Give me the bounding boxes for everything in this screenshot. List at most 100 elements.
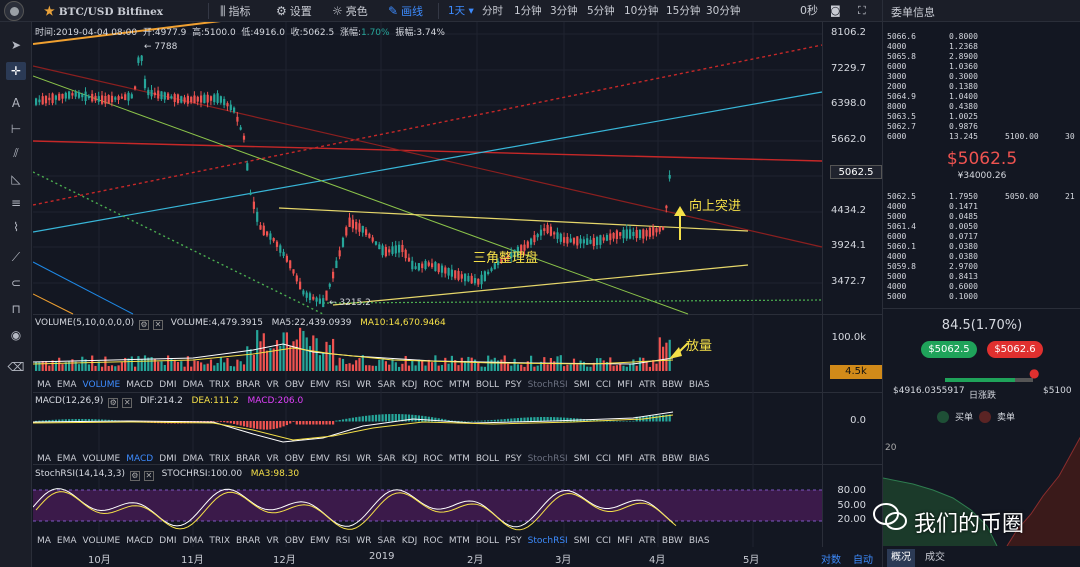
indicator-tab-brar[interactable]: BRAR	[236, 380, 261, 390]
timeframe-15m[interactable]: 15分钟	[666, 5, 701, 17]
settings-icon[interactable]: ⚙	[138, 320, 149, 330]
indicator-tab-mfi[interactable]: MFI	[617, 380, 633, 390]
indicator-tab-dmi[interactable]: DMI	[159, 536, 177, 546]
camera-icon[interactable]: ◙	[830, 4, 841, 17]
cursor-icon[interactable]: ➤	[10, 38, 22, 52]
close-icon[interactable]: ✕	[143, 471, 154, 481]
indicator-tab-emv[interactable]: EMV	[310, 380, 330, 390]
indicator-tab-smi[interactable]: SMI	[573, 536, 590, 546]
indicator-tab-wr[interactable]: WR	[356, 380, 372, 390]
indicator-tab-brar[interactable]: BRAR	[236, 536, 261, 546]
indicator-tab-bbw[interactable]: BBW	[661, 380, 683, 390]
settings-icon[interactable]: ⚙	[129, 471, 140, 481]
channel-tool-icon[interactable]: ≡	[10, 196, 22, 210]
indicator-tab-roc[interactable]: ROC	[423, 380, 443, 390]
indicator-tab-rsi[interactable]: RSI	[335, 536, 351, 546]
indicator-tab-dma[interactable]: DMA	[182, 454, 204, 464]
indicator-tab-roc[interactable]: ROC	[423, 536, 443, 546]
indicator-tab-trix[interactable]: TRIX	[209, 536, 230, 546]
indicator-tab-dmi[interactable]: DMI	[159, 454, 177, 464]
indicator-tab-trix[interactable]: TRIX	[209, 380, 230, 390]
auto-scale-toggle[interactable]: 自动	[853, 555, 873, 566]
timeframe-1m[interactable]: 1分钟	[514, 5, 542, 17]
fullscreen-icon[interactable]: ⛶	[858, 4, 866, 17]
indicator-tab-macd[interactable]: MACD	[126, 536, 154, 546]
indicator-tab-cci[interactable]: CCI	[595, 454, 612, 464]
indicator-tab-bbw[interactable]: BBW	[661, 536, 683, 546]
timeframe-tick[interactable]: 分时	[482, 5, 503, 17]
indicator-tab-brar[interactable]: BRAR	[236, 454, 261, 464]
indicator-tab-macd[interactable]: MACD	[126, 454, 154, 464]
indicator-tab-emv[interactable]: EMV	[310, 454, 330, 464]
indicator-tab-obv[interactable]: OBV	[284, 454, 305, 464]
indicator-tab-sar[interactable]: SAR	[377, 380, 396, 390]
indicator-tab-atr[interactable]: ATR	[638, 454, 656, 464]
fib-tool-icon[interactable]: ⫽	[13, 146, 19, 160]
indicator-tab-mfi[interactable]: MFI	[617, 536, 633, 546]
buy-price-button[interactable]: $5062.5	[921, 341, 977, 358]
indicator-tab-boll[interactable]: BOLL	[475, 380, 500, 390]
indicator-tab-ema[interactable]: EMA	[56, 454, 77, 464]
indicator-tab-bias[interactable]: BIAS	[688, 454, 710, 464]
indicators-button[interactable]: ⫼ 指标	[220, 4, 251, 18]
indicator-tab-cci[interactable]: CCI	[595, 536, 612, 546]
indicator-tab-volume[interactable]: VOLUME	[82, 380, 121, 390]
timeframe-30m[interactable]: 30分钟	[706, 5, 741, 17]
indicator-tab-volume[interactable]: VOLUME	[82, 454, 121, 464]
sell-price-button[interactable]: $5062.6	[987, 341, 1043, 358]
settings-icon[interactable]: ⚙	[108, 398, 119, 408]
log-scale-toggle[interactable]: 对数	[821, 555, 841, 566]
indicator-tab-vr[interactable]: VR	[266, 536, 279, 546]
indicator-tab-stochrsi[interactable]: StochRSI	[527, 454, 568, 464]
indicator-tab-bias[interactable]: BIAS	[688, 536, 710, 546]
horizontal-line-icon[interactable]: ⊢	[10, 122, 22, 136]
timeframe-5m[interactable]: 5分钟	[587, 5, 615, 17]
indicator-tab-kdj[interactable]: KDJ	[401, 380, 418, 390]
indicator-tab-wr[interactable]: WR	[356, 454, 372, 464]
indicator-tab-volume[interactable]: VOLUME	[82, 536, 121, 546]
tab-trades[interactable]: 成交	[925, 552, 945, 563]
indicator-tab-stochrsi[interactable]: StochRSI	[527, 380, 568, 390]
indicator-tab-smi[interactable]: SMI	[573, 380, 590, 390]
indicator-tab-ma[interactable]: MA	[37, 380, 51, 390]
indicator-tab-cci[interactable]: CCI	[595, 380, 612, 390]
indicator-tab-wr[interactable]: WR	[356, 536, 372, 546]
indicator-tab-sar[interactable]: SAR	[377, 536, 396, 546]
indicator-tab-psy[interactable]: PSY	[505, 536, 522, 546]
indicator-tab-mfi[interactable]: MFI	[617, 454, 633, 464]
ruler-icon[interactable]: ⟋	[11, 250, 21, 264]
eye-icon[interactable]: ◉	[10, 328, 22, 342]
indicator-tab-bias[interactable]: BIAS	[688, 380, 710, 390]
pattern-tool-icon[interactable]: ⌇	[13, 220, 19, 234]
triangle-tool-icon[interactable]: ◺	[11, 172, 21, 186]
settings-button[interactable]: ⚙ 设置	[276, 4, 312, 18]
indicator-tab-ema[interactable]: EMA	[56, 380, 77, 390]
indicator-tab-obv[interactable]: OBV	[284, 380, 305, 390]
indicator-tab-rsi[interactable]: RSI	[335, 380, 351, 390]
favorite-star-icon[interactable]: ★	[44, 4, 55, 18]
symbol-selector[interactable]: ★ BTC/USD Bitfinex	[44, 3, 163, 19]
app-logo-icon[interactable]	[4, 1, 24, 21]
indicator-tab-psy[interactable]: PSY	[505, 454, 522, 464]
close-icon[interactable]: ✕	[122, 398, 133, 408]
chart-canvas[interactable]	[33, 22, 882, 567]
indicator-tab-vr[interactable]: VR	[266, 380, 279, 390]
indicator-tab-mtm[interactable]: MTM	[448, 454, 470, 464]
draw-button[interactable]: ✎ 画线	[388, 4, 424, 18]
indicator-tab-obv[interactable]: OBV	[284, 536, 305, 546]
theme-toggle-button[interactable]: ☼ 亮色	[332, 4, 368, 18]
indicator-tab-stochrsi[interactable]: StochRSI	[527, 536, 568, 546]
tab-overview[interactable]: 概况	[887, 549, 915, 567]
indicator-tab-smi[interactable]: SMI	[573, 454, 590, 464]
indicator-tab-macd[interactable]: MACD	[126, 380, 154, 390]
indicator-tab-trix[interactable]: TRIX	[209, 454, 230, 464]
trash-icon[interactable]: ⌫	[7, 360, 25, 374]
indicator-tab-dma[interactable]: DMA	[182, 536, 204, 546]
indicator-tab-kdj[interactable]: KDJ	[401, 454, 418, 464]
indicator-tab-ma[interactable]: MA	[37, 536, 51, 546]
indicator-tab-mtm[interactable]: MTM	[448, 536, 470, 546]
indicator-tab-vr[interactable]: VR	[266, 454, 279, 464]
magnet-icon[interactable]: ⊂	[10, 276, 22, 290]
indicator-tab-boll[interactable]: BOLL	[475, 454, 500, 464]
lock-icon[interactable]: ⊓	[11, 302, 21, 316]
